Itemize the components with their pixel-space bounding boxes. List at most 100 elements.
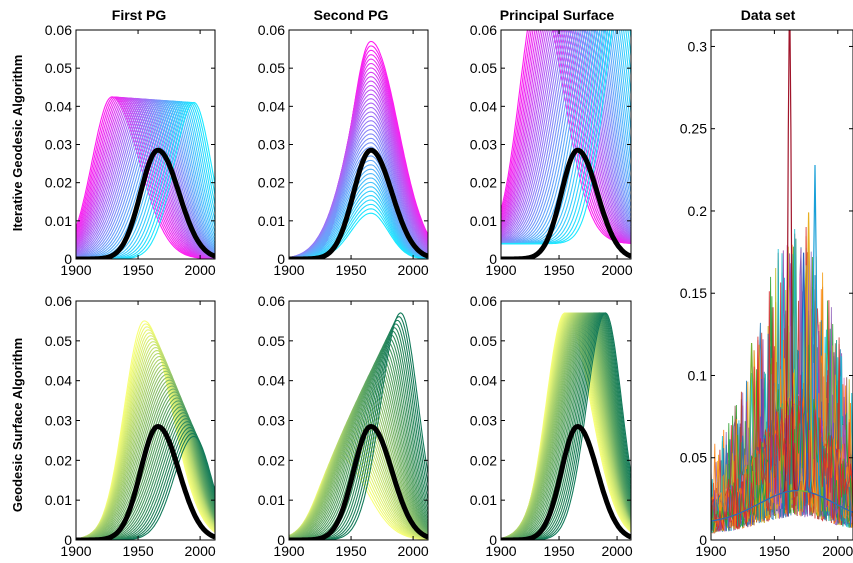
family-curve [76,97,215,259]
data-peak-curve [711,252,853,522]
family-curve [289,356,428,540]
family-curve [501,30,631,244]
axis-box [710,29,853,541]
y-tick-label: 0.02 [258,175,285,191]
y-tick-label: 0.01 [45,213,72,229]
family-curve [501,312,631,540]
panel-title-principal-surface: Principal Surface [500,7,615,23]
x-tick-label: 2000 [398,543,429,559]
y-tick-label: 0.06 [258,22,285,38]
y-tick-label: 0.01 [258,492,285,508]
y-tick-label: 0.03 [258,413,285,429]
chart-data-set: 1900 1950 2000 0 0.05 0.1 0.15 0.2 0.25 0.3 [680,29,853,559]
x-tick-label: 2000 [601,262,632,278]
family-curve [76,99,215,257]
family-curve [501,312,631,540]
y-tick-label: 0 [277,251,285,267]
x-tick-label: 1950 [122,543,153,559]
family-curve [76,99,215,258]
x-tick-label: 1950 [335,543,366,559]
y-tick-label: 0 [699,532,707,548]
chart-principal-surface-iterative: 1900 1950 2000 0 0.01 0.02 0.03 0.04 0.05 0.06 [470,22,633,278]
family-curve [501,312,631,540]
family-curve [501,312,631,540]
family-curve [501,30,631,245]
family-curve [501,312,631,540]
family-curve [289,360,428,540]
family-curve [501,312,631,540]
y-tick-label: 0.02 [45,175,72,191]
x-tick-label: 1900 [60,262,91,278]
family-curve [76,432,215,540]
family-curve [501,30,631,239]
y-tick-label: 0.05 [258,333,285,349]
family-curve [501,30,631,241]
x-tick-label: 1950 [759,543,790,559]
family-curve [76,101,215,259]
family-curve [289,316,428,540]
x-tick-label: 1950 [335,262,366,278]
y-tick-label: 0.01 [45,492,72,508]
family-curve [76,99,215,259]
y-tick-label: 0.04 [258,98,285,114]
row-label-iterative: Iterative Geodesic Algorithm [10,55,25,232]
family-curve [501,30,631,240]
panel-title-first-pg: First PG [112,7,167,23]
y-tick-label: 0.1 [688,367,708,383]
y-tick-label: 0 [64,251,72,267]
family-curve [501,30,631,242]
x-tick-label: 2000 [398,262,429,278]
family-curve [501,30,631,244]
family-curve [76,429,215,540]
family-curve [501,312,631,540]
x-tick-label: 1950 [543,543,574,559]
row-label-geodesic-surface: Geodesic Surface Algorithm [10,338,25,512]
y-tick-label: 0.03 [470,413,497,429]
plot-area [76,96,215,259]
family-curve [289,181,428,259]
y-tick-label: 0.03 [45,137,72,153]
y-tick-label: 0 [277,532,285,548]
family-curve [501,30,631,245]
chart-principal-surface-geodesic-surface: 1900 1950 2000 0 0.01 0.02 0.03 0.04 0.05 0.06 [470,293,633,559]
plot-area [711,30,853,534]
chart-first-pg-geodesic-surface: 1900 1950 2000 0 0.01 0.02 0.03 0.04 0.05 0.06 [45,293,216,559]
x-tick-label: 1900 [485,262,516,278]
y-tick-label: 0.05 [680,450,707,466]
family-curve [501,30,631,242]
family-curve [289,186,428,259]
family-curve [501,312,631,540]
y-tick-label: 0.05 [470,60,497,76]
x-tick-label: 2000 [185,543,216,559]
y-tick-label: 0.04 [470,98,497,114]
y-tick-label: 0 [64,532,72,548]
chart-second-pg-iterative: 1900 1950 2000 0 0.01 0.02 0.03 0.04 0.05 0.06 [258,22,429,278]
y-tick-label: 0.04 [45,373,72,389]
y-tick-label: 0.06 [470,293,497,309]
plot-area [76,320,215,540]
family-curve [76,100,215,259]
family-curve [76,424,215,540]
family-curve [501,30,631,244]
x-tick-label: 1900 [273,543,304,559]
family-curve [76,97,215,259]
family-curve [76,100,215,259]
y-tick-label: 0.06 [470,22,497,38]
y-tick-label: 0.02 [45,452,72,468]
family-curve [76,99,215,259]
chart-first-pg-iterative: 1900 1950 2000 0 0.01 0.02 0.03 0.04 0.05 0.06 [45,22,216,278]
y-tick-label: 0 [489,532,497,548]
plot-area [289,312,428,540]
family-curve [501,30,631,239]
y-tick-label: 0.02 [470,175,497,191]
y-tick-label: 0.04 [45,98,72,114]
x-tick-label: 1900 [695,543,726,559]
family-curve [501,30,631,243]
family-curve [501,30,631,242]
family-curve [289,349,428,540]
family-curve [76,98,215,258]
x-tick-label: 1950 [122,262,153,278]
y-tick-label: 0.15 [680,285,707,301]
panel-title-data-set: Data set [741,7,796,23]
x-tick-label: 1900 [60,543,91,559]
